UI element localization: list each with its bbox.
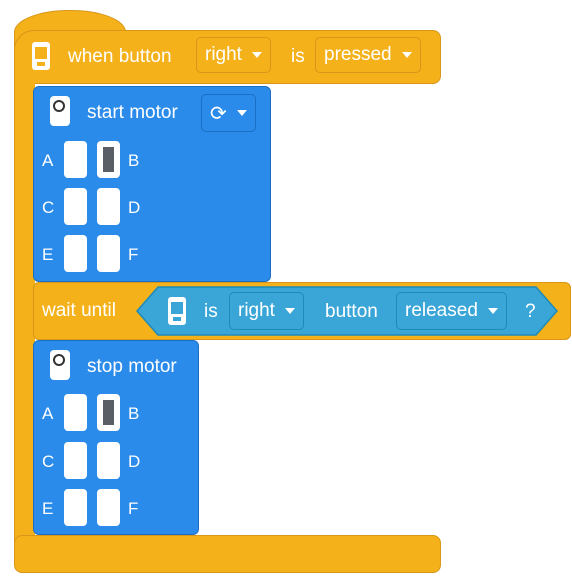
hub-icon: [168, 297, 186, 325]
port-f-toggle[interactable]: [97, 489, 120, 526]
button-side-value: right: [205, 44, 242, 65]
stop-motor-title: stop motor: [87, 356, 177, 377]
port-label-a: A: [42, 151, 54, 170]
button-label: button: [325, 301, 378, 322]
wait-is-label: is: [204, 301, 218, 322]
motor-icon: [50, 96, 70, 126]
wait-button-side-value: right: [238, 300, 275, 321]
chevron-down-icon: [284, 308, 295, 314]
port-e-toggle[interactable]: [64, 235, 87, 272]
port-f-toggle[interactable]: [97, 235, 120, 272]
port-label-d: D: [128, 198, 141, 217]
port-b-toggle[interactable]: [97, 394, 120, 431]
port-label-f: F: [128, 245, 139, 264]
motor-icon: [50, 350, 70, 380]
port-label-e: E: [42, 499, 54, 518]
port-a-toggle[interactable]: [64, 141, 87, 178]
port-d-toggle[interactable]: [97, 442, 120, 479]
button-state-value: pressed: [324, 44, 392, 65]
direction-dropdown[interactable]: ⟳: [201, 94, 256, 132]
wait-button-state-dropdown[interactable]: released: [396, 292, 507, 330]
hub-icon: [32, 42, 50, 70]
start-motor-title: start motor: [87, 102, 178, 123]
port-label-d: D: [128, 452, 141, 471]
port-label-a: A: [42, 404, 54, 423]
wait-until-label: wait until: [42, 300, 116, 321]
button-state-dropdown[interactable]: pressed: [315, 37, 421, 73]
question-mark: ?: [525, 301, 536, 322]
port-e-toggle[interactable]: [64, 489, 87, 526]
port-label-f: F: [128, 499, 139, 518]
chevron-down-icon: [401, 52, 412, 58]
port-label-c: C: [42, 198, 55, 217]
port-d-toggle[interactable]: [97, 188, 120, 225]
event-block-spine: [14, 76, 35, 546]
rotate-clockwise-icon: ⟳: [210, 102, 227, 125]
port-c-toggle[interactable]: [64, 188, 87, 225]
port-label-c: C: [42, 452, 55, 471]
port-label-b: B: [128, 151, 140, 170]
port-c-toggle[interactable]: [64, 442, 87, 479]
is-label: is: [291, 46, 305, 67]
chevron-down-icon: [236, 110, 247, 116]
wait-button-side-dropdown[interactable]: right: [229, 292, 304, 330]
port-label-e: E: [42, 245, 54, 264]
chevron-down-icon: [487, 308, 498, 314]
button-side-dropdown[interactable]: right: [196, 37, 271, 73]
event-block-footer: [14, 535, 441, 573]
chevron-down-icon: [251, 52, 262, 58]
port-label-b: B: [128, 404, 140, 423]
wait-button-state-value: released: [405, 300, 478, 321]
when-button-label: when button: [68, 46, 172, 67]
port-a-toggle[interactable]: [64, 394, 87, 431]
port-b-toggle[interactable]: [97, 141, 120, 178]
